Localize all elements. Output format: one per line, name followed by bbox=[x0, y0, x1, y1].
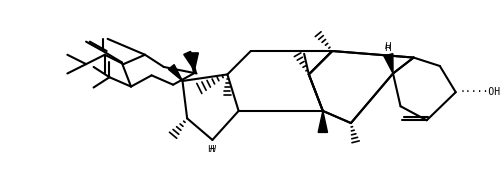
Polygon shape bbox=[184, 51, 196, 74]
Polygon shape bbox=[189, 53, 198, 74]
Polygon shape bbox=[168, 65, 182, 81]
Text: H: H bbox=[384, 44, 391, 53]
Text: H: H bbox=[207, 145, 214, 154]
Text: H: H bbox=[209, 145, 215, 154]
Text: ·····OH: ·····OH bbox=[459, 87, 500, 97]
Text: H: H bbox=[385, 42, 391, 51]
Polygon shape bbox=[318, 111, 328, 132]
Polygon shape bbox=[384, 54, 393, 74]
